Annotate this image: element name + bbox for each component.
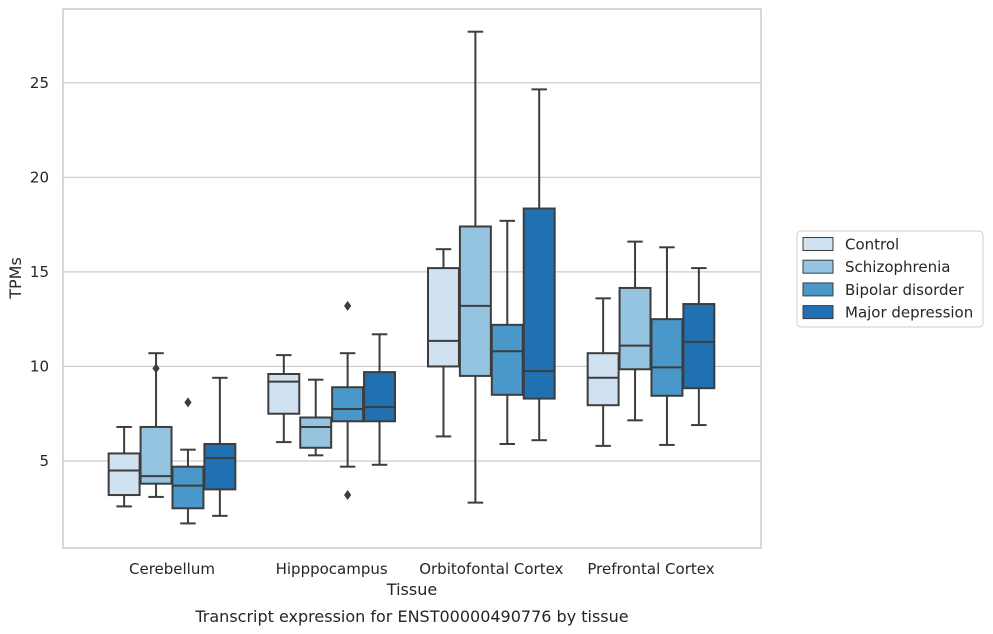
box-iqr [682,303,716,390]
box-iqr [171,465,205,510]
x-tick-label: Prefrontal Cortex [587,560,714,578]
outlier-point [344,300,352,311]
box-major-depression [522,88,556,442]
legend-swatch [802,259,834,274]
box-iqr [299,416,333,449]
box-iqr [586,352,620,407]
legend-label: Control [845,236,899,254]
box-iqr [490,323,524,396]
box-iqr [331,386,365,423]
gridlines [63,82,761,462]
y-axis-label: TPMs [6,257,25,300]
x-axis-label: Tissue [386,580,437,599]
box-bipolar-disorder [171,397,205,525]
box-iqr [618,286,652,371]
box-schizophrenia [458,30,492,504]
box-control [586,297,620,447]
x-tick-label: Orbitofontal Cortex [419,560,563,578]
legend-swatch [802,237,834,251]
box-plots [107,30,716,525]
box-schizophrenia [139,352,173,498]
box-iqr [522,207,556,400]
y-tick-label: 10 [30,357,49,375]
chart-caption: Transcript expression for ENST0000049077… [194,607,628,626]
outlier-point [344,490,352,501]
box-control [267,354,301,444]
box-iqr [426,267,460,368]
box-control [426,248,460,438]
box-bipolar-disorder [490,219,524,445]
legend: Control Schizophrenia Bipolar disorder Majo… [796,230,984,328]
box-control [107,425,141,508]
box-iqr [139,425,173,485]
legend-swatch [802,282,834,297]
legend-label: Bipolar disorder [845,281,965,299]
legend-swatch [802,305,834,320]
box-iqr [363,371,397,423]
outlier-point [184,397,192,408]
box-iqr [107,452,141,497]
box-bipolar-disorder [331,300,365,501]
plot-area-frame [62,8,762,549]
box-bipolar-disorder [650,246,684,446]
box-iqr [267,373,301,415]
x-tick-labels: Cerebellum Hipppocampus Orbitofontal Corte… [129,560,715,578]
box-iqr [203,442,237,491]
x-tick-label: Hipppocampus [276,560,388,578]
y-tick-label: 15 [30,263,49,281]
y-tick-label: 25 [30,74,49,92]
box-major-depression [363,333,397,466]
box-major-depression [682,267,716,427]
legend-label: Major depression [845,304,973,322]
box-iqr [458,225,492,377]
box-iqr [650,318,684,397]
x-tick-label: Cerebellum [129,560,215,578]
legend-label: Schizophrenia [845,258,950,276]
y-tick-label: 5 [39,452,49,470]
box-schizophrenia [618,240,652,422]
y-tick-label: 20 [30,168,49,186]
y-tick-labels: 5 10 15 20 25 [30,74,49,470]
legend-frame [796,230,984,328]
box-schizophrenia [299,378,333,457]
outlier-point [152,363,160,374]
box-major-depression [203,376,237,517]
